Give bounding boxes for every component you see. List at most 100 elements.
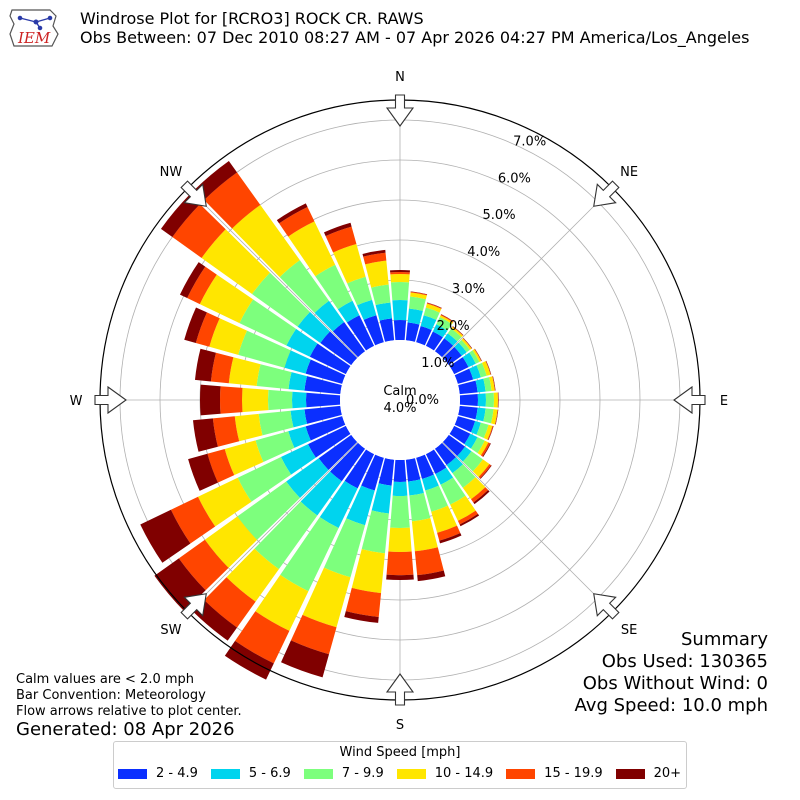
wind-bar-segment [473,490,490,505]
wind-bar-segment [458,380,478,395]
radial-tick-label: 1.0% [421,356,454,371]
wind-bar-segment [485,392,494,408]
generated-date: Generated: 08 Apr 2026 [16,719,235,740]
legend-swatch [210,768,240,779]
wind-bar-segment [408,479,424,496]
wind-bar-segment [286,328,318,357]
compass-label: NE [620,165,638,180]
summary-obs-without-wind: Obs Without Wind: 0 [582,673,768,694]
wind-bar-segment [452,326,464,336]
wind-bar-segment [390,282,410,301]
wind-bar-segment [220,386,243,414]
wind-bar-segment [414,547,444,576]
wind-bar-segment [290,614,337,655]
wind-bar-segment [492,376,496,391]
wind-bar-segment [204,577,256,628]
wind-bar-segment [323,518,366,578]
wind-bar-segment [178,539,229,591]
wind-bar-segment [431,505,458,533]
wind-bar-segment [237,481,300,540]
wind-bar-segment [451,326,463,338]
wind-bar-segment [393,320,407,341]
wind-bar-segment [371,284,391,306]
wind-bar-segment [392,300,408,321]
compass-arrow-icon [593,180,620,207]
legend: Wind Speed [mph] 2 - 4.9 5 - 6.9 7 - 9.9 10… [113,741,687,789]
legend-label: 2 - 4.9 [156,766,198,781]
wind-bar-segment [288,426,311,448]
summary-title: Summary [681,629,768,650]
compass-label: NW [160,165,183,180]
wind-bar-segment [411,518,438,552]
legend-items: 2 - 4.9 5 - 6.9 7 - 9.9 10 - 14.9 15 - 19.9 2… [118,766,694,781]
wind-bar-segment [454,342,467,356]
wind-bar-segment [375,302,392,321]
wind-bar-segment [488,426,494,441]
wind-bar-segment [435,467,454,485]
wind-bar-segment [476,362,487,378]
wind-bar-segment [425,303,442,313]
wind-bar-segment [483,408,494,424]
radial-tick-label: 7.0% [513,134,546,149]
legend-label: 20+ [653,766,682,781]
wind-bar-segment [302,567,351,628]
radial-tick-label: 4.0% [467,245,500,260]
wind-bar-segment [425,485,448,512]
wind-bar-segment [470,437,485,454]
compass-label: SW [160,623,181,638]
wind-bar-segment [392,481,408,497]
wind-bar-segment [469,350,480,364]
wind-bar-segment [362,249,386,257]
legend-swatch [615,768,645,779]
state-outline-icon [9,9,59,47]
wind-bar-segment [386,551,414,576]
summary-obs-used: Obs Used: 130365 [601,651,768,672]
logo-text: IEM [17,29,51,47]
wind-bar-segment [442,346,462,366]
wind-bar-segment [423,307,440,320]
wind-bar-segment [184,307,207,343]
wind-bar-segment [363,315,384,346]
wind-bar-segment [267,389,293,411]
wind-bar-segment [446,457,463,474]
wind-bar-segment [472,349,482,362]
wind-bar-segment [304,405,342,424]
wind-bar-segment [288,221,336,277]
wind-bar-segment [477,440,489,456]
wind-bar-segment [345,587,382,617]
wind-bar-segment [461,338,472,350]
compass-label: W [70,394,83,409]
wind-bar-segment [475,378,486,393]
wind-bar-segment [485,360,492,375]
compass-label: SE [621,623,637,638]
wind-bar-segment [498,392,499,408]
wind-bar-segment [388,527,412,552]
wind-bar-segment [255,574,309,631]
wind-bar-segment [228,357,261,386]
wind-bar-segment [300,471,342,516]
wind-bar-segment [469,365,481,380]
wind-bar-segment [209,318,248,355]
wind-bar-segment [201,229,270,295]
wind-bar-segment [427,302,442,309]
wind-bar-segment [234,413,263,442]
wind-bar-segment [444,333,458,346]
wind-bar-segment [281,640,330,678]
compass-arrow-icon [180,593,207,620]
radial-tick-label: 6.0% [498,171,531,186]
wind-bar-segment [140,509,191,563]
wind-bar-segment [308,425,351,458]
wind-bar-segment [224,440,264,476]
wind-bar-segment [252,272,310,327]
wind-bar-segment [483,377,492,392]
wind-bar-segment [420,315,437,331]
wind-bar-segment [347,276,373,306]
wind-bar-segment [439,532,462,544]
legend-item: 5 - 6.9 [210,766,291,781]
legend-item: 7 - 9.9 [303,766,384,781]
station-map-icon [17,15,53,31]
wind-bar-segment [194,348,216,382]
wind-bar-segment [405,458,421,482]
wind-bar-segment [471,420,481,435]
wind-bar-segment [379,318,395,342]
